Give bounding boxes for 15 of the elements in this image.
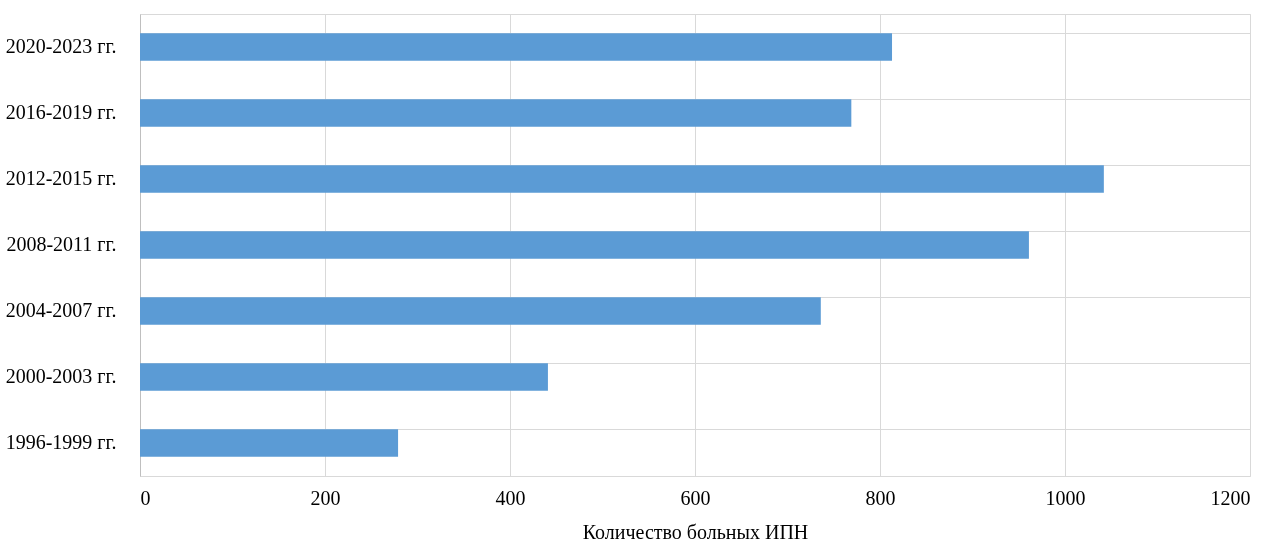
y-tick-label: 2020-2023 гг. xyxy=(5,35,117,57)
y-tick-label: 2000-2003 гг. xyxy=(5,365,117,387)
x-tick-label: 1200 xyxy=(1210,486,1251,509)
x-axis-title: Количество больных ИПН xyxy=(582,520,809,543)
y-tick-label: 2004-2007 гг. xyxy=(5,299,117,321)
x-tick-label: 400 xyxy=(495,486,526,509)
y-tick-label: 2008-2011 гг. xyxy=(6,233,117,255)
x-tick-label: 200 xyxy=(310,486,341,509)
x-tick-label: 1000 xyxy=(1045,486,1086,509)
y-tick-label: 1996-1999 гг. xyxy=(5,431,117,453)
y-tick-label: 2016-2019 гг. xyxy=(5,101,117,123)
x-tick-label: 800 xyxy=(865,486,896,509)
y-tick-label: 2012-2015 гг. xyxy=(5,167,117,189)
x-tick-label: 0 xyxy=(140,486,151,509)
x-tick-label: 600 xyxy=(680,486,711,509)
